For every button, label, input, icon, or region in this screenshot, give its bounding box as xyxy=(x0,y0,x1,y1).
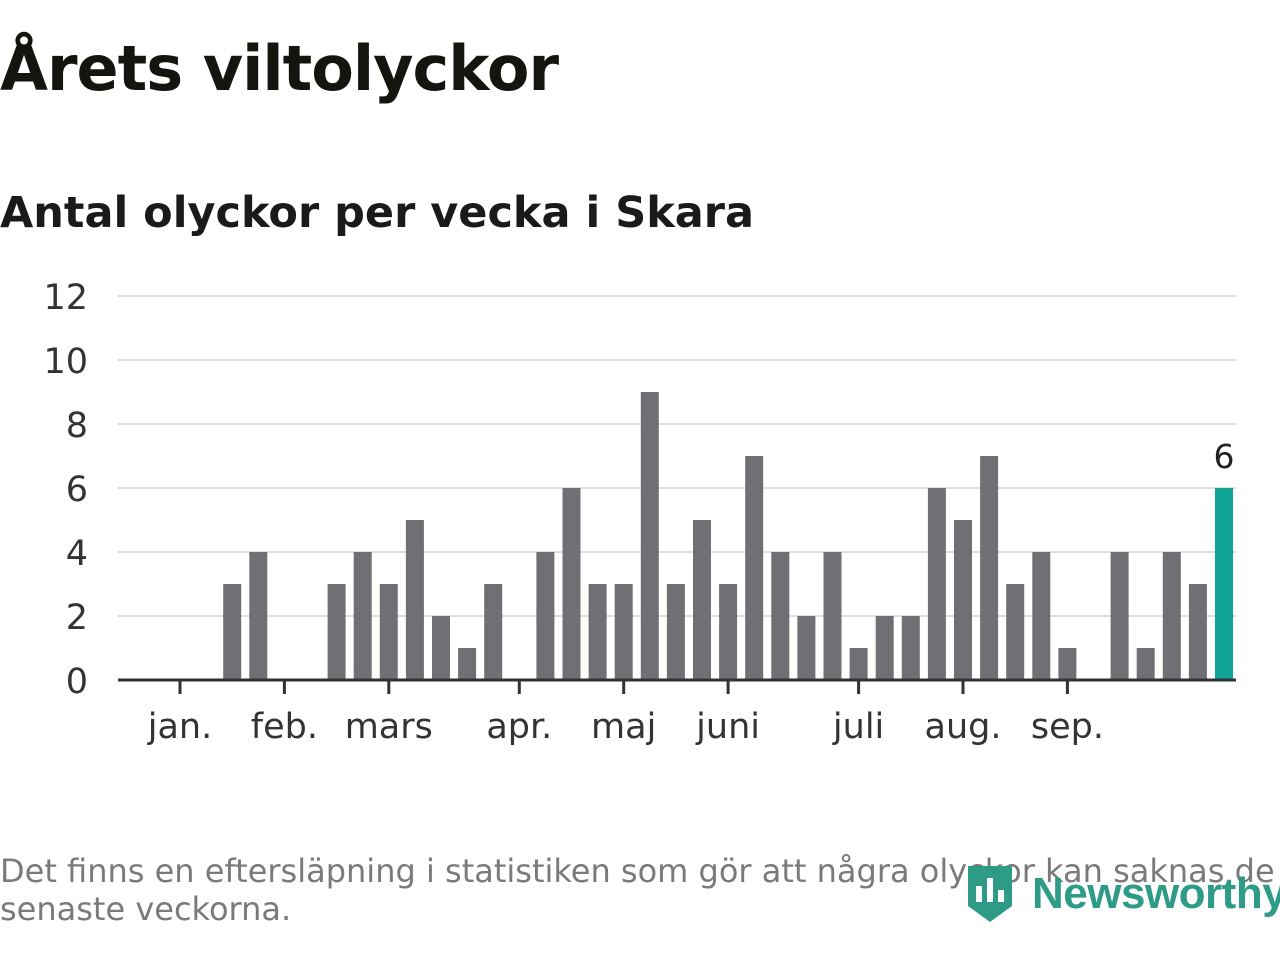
bar xyxy=(954,520,972,680)
y-tick-label: 2 xyxy=(66,598,88,638)
y-tick-label: 12 xyxy=(43,278,88,318)
footnote: Det finns en eftersläpning i statistiken… xyxy=(0,852,1275,928)
bar xyxy=(640,392,659,680)
chart-subtitle: Antal olyckor per vecka i Skara xyxy=(0,188,755,238)
x-tick-label: jan. xyxy=(147,707,212,747)
y-tick-label: 0 xyxy=(66,662,88,702)
bar xyxy=(536,552,555,680)
bar xyxy=(1136,648,1155,680)
bar xyxy=(875,616,894,680)
x-tick-label: maj xyxy=(591,707,656,747)
bar-highlighted xyxy=(1215,488,1233,680)
x-tick-label: mars xyxy=(345,707,433,747)
brand-logo: Newsworthy xyxy=(964,862,1280,926)
bar xyxy=(562,488,581,680)
bar xyxy=(849,648,868,680)
bar xyxy=(1058,648,1077,680)
y-tick-label: 10 xyxy=(43,342,88,382)
bar xyxy=(1032,552,1051,680)
bar xyxy=(353,552,372,680)
newsworthy-logo-icon xyxy=(968,866,1012,922)
chart-title: Årets viltolyckor xyxy=(0,32,559,105)
x-tick-label: juni xyxy=(695,707,760,747)
bar xyxy=(327,584,346,680)
bar xyxy=(1188,584,1207,680)
bar xyxy=(1162,552,1181,680)
bar xyxy=(458,648,477,680)
bar xyxy=(379,584,398,680)
bar xyxy=(588,584,607,680)
bar xyxy=(901,616,920,680)
bar xyxy=(1006,584,1025,680)
y-tick-label: 4 xyxy=(66,534,88,574)
bar xyxy=(693,520,711,680)
bar xyxy=(771,552,790,680)
bar xyxy=(1110,552,1129,680)
y-tick-label: 8 xyxy=(66,406,88,446)
bar xyxy=(432,616,450,680)
brand-name: Newsworthy xyxy=(1032,869,1280,918)
x-tick-label: apr. xyxy=(486,707,552,747)
x-tick-label: feb. xyxy=(251,707,318,747)
bar xyxy=(719,584,738,680)
bar xyxy=(223,584,242,680)
x-tick-label: aug. xyxy=(925,707,1002,747)
bar xyxy=(980,456,999,680)
bar xyxy=(927,488,946,680)
x-tick-label: sep. xyxy=(1031,707,1104,747)
y-tick-label: 6 xyxy=(66,470,88,510)
bar xyxy=(666,584,685,680)
bar xyxy=(405,520,424,680)
bar xyxy=(614,584,633,680)
bar xyxy=(823,552,842,680)
data-label: 6 xyxy=(1214,437,1235,476)
bar xyxy=(745,456,764,680)
x-tick-label: juli xyxy=(832,707,884,747)
bar xyxy=(797,616,816,680)
bar xyxy=(249,552,268,680)
bar xyxy=(484,584,503,680)
bar-chart: 0 2 4 6 8 10 12 6 jan. feb. mars apr. maj juni juli aug… xyxy=(43,278,1236,747)
